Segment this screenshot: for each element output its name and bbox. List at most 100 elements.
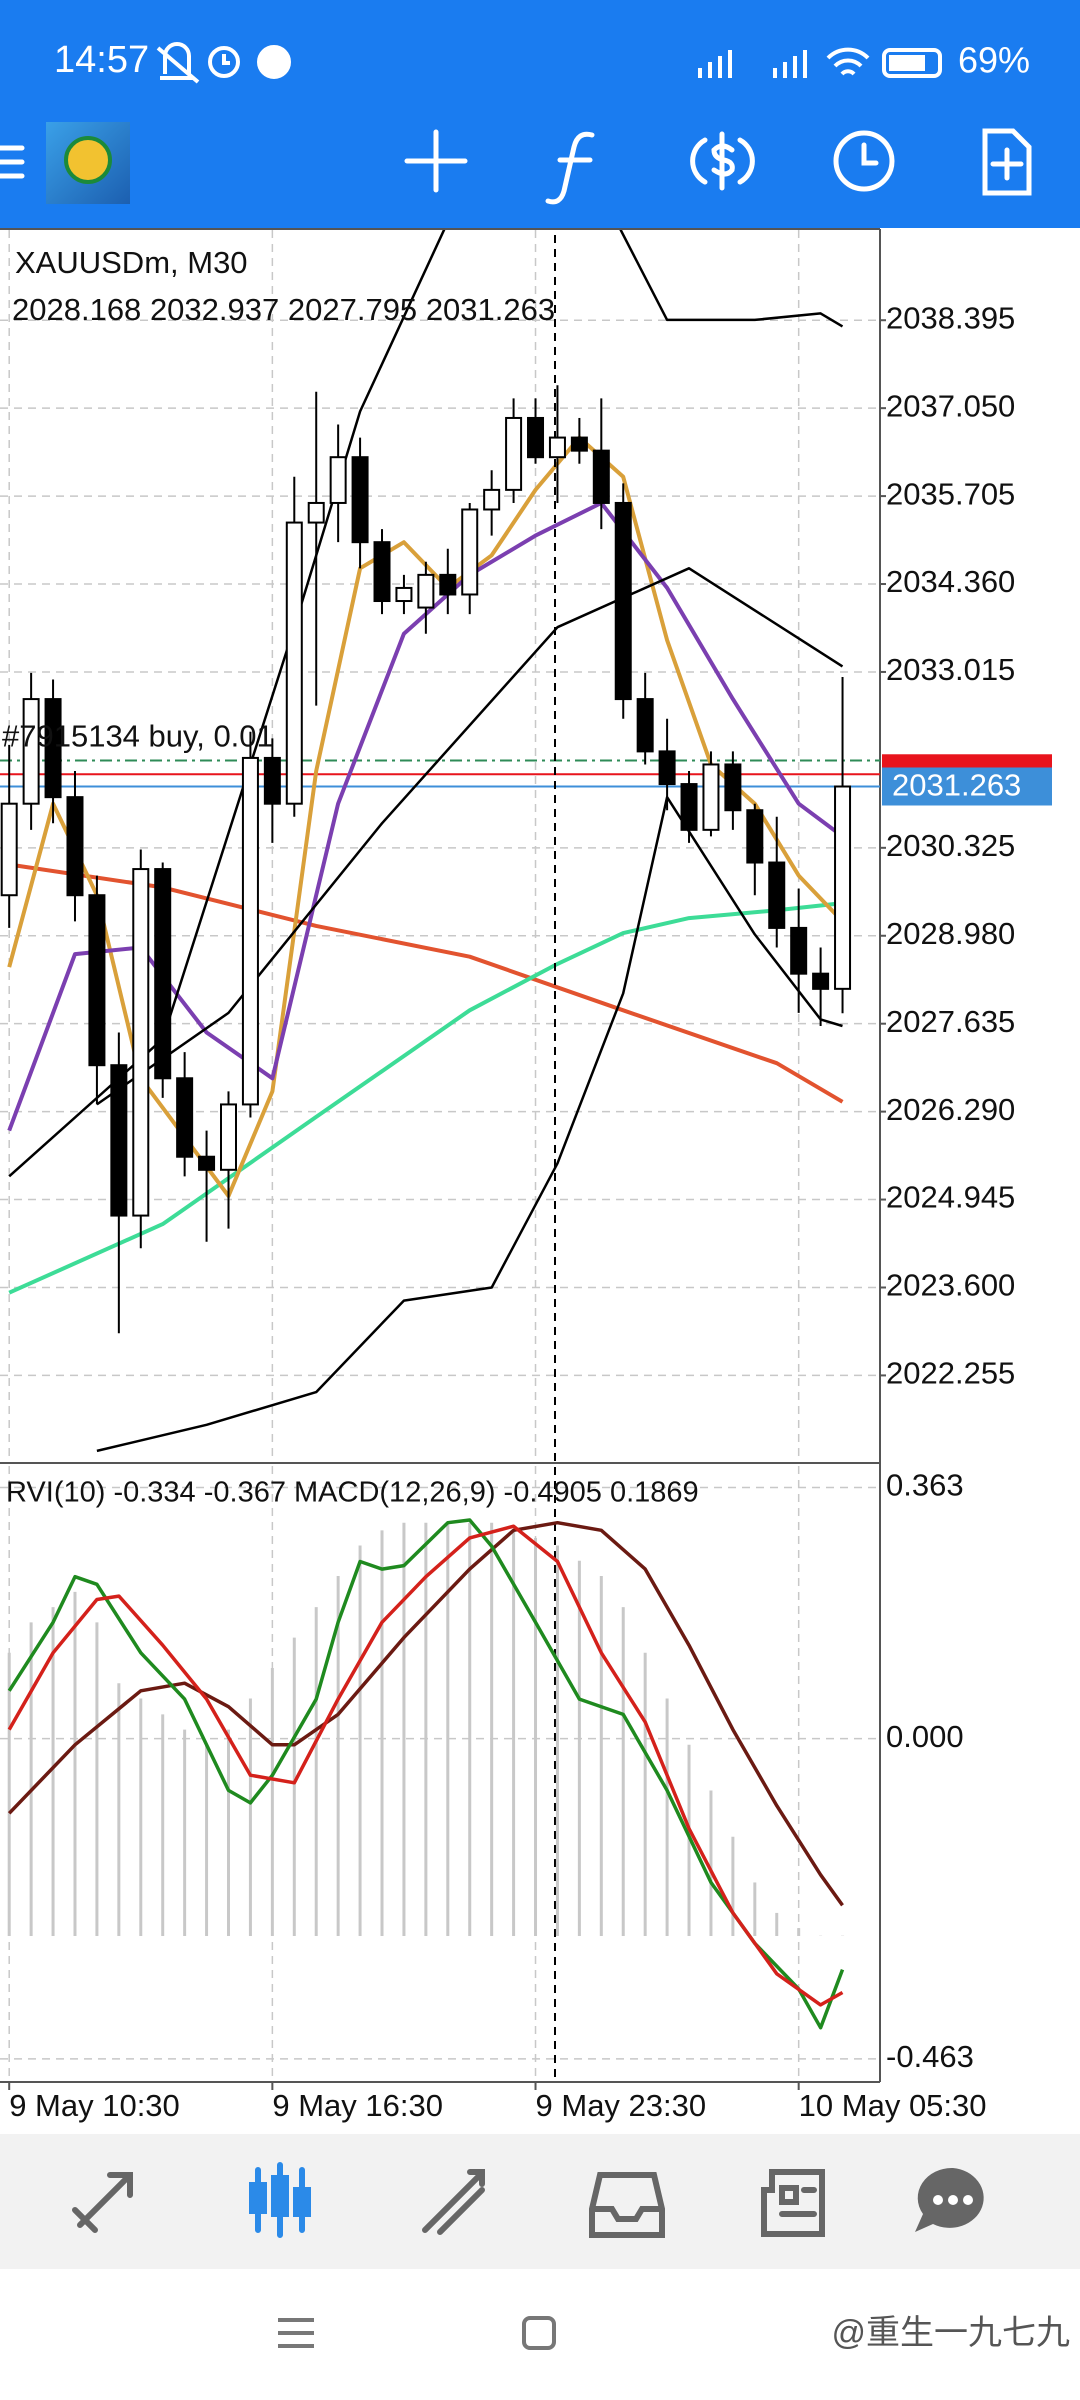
y-tick-label: 2030.325 xyxy=(886,828,1015,863)
candle-body xyxy=(263,756,281,805)
line-series xyxy=(7,1518,845,2030)
candle-body xyxy=(395,586,413,603)
y-tick-label: 2026.290 xyxy=(886,1092,1015,1127)
home-button[interactable] xyxy=(522,2316,556,2350)
bid-tag xyxy=(882,767,1052,806)
axes: 2038.395 2037.050 2035.705 2034.360 2033.015… xyxy=(2,300,1052,2123)
battery-level: 69% xyxy=(958,40,1030,81)
watermark: @重生一九七九 xyxy=(831,2314,1070,2352)
main-plot xyxy=(0,230,880,1453)
candle-body xyxy=(22,698,40,805)
news-tab[interactable] xyxy=(761,2169,825,2237)
candle-body xyxy=(570,436,588,452)
trade-button[interactable] xyxy=(690,131,755,191)
indicator-label: RVI(10) -0.334 -0.367 MACD(12,26,9) -0.4… xyxy=(6,1477,699,1509)
system-nav xyxy=(278,2316,556,2350)
candle-body xyxy=(548,436,566,459)
candle-body xyxy=(636,698,654,753)
bid-tag-label: 2031.263 xyxy=(892,768,1021,803)
ohlc-readout: 2028.168 2032.937 2027.795 2031.263 xyxy=(12,292,555,327)
candle-body xyxy=(154,868,172,1080)
candle-body xyxy=(44,698,62,799)
candle-body xyxy=(483,488,501,511)
line-series xyxy=(8,901,843,1295)
line-series xyxy=(7,501,844,1132)
toolbar xyxy=(0,122,1032,205)
messages-tab[interactable] xyxy=(915,2167,984,2232)
candle-body xyxy=(680,783,698,831)
y-tick-label: 2034.360 xyxy=(886,564,1015,599)
y-tick-label: 2038.395 xyxy=(886,300,1015,335)
x-tick-label: 9 May 10:30 xyxy=(9,2088,180,2123)
candle-body xyxy=(527,416,545,459)
y-tick-label: 2023.600 xyxy=(886,1268,1015,1303)
candle-body xyxy=(746,809,764,864)
candle-body xyxy=(790,926,808,975)
y-tick-label: 2037.050 xyxy=(886,388,1015,423)
indicator-plot xyxy=(7,1518,845,2030)
candle-body xyxy=(132,868,150,1217)
x-tick-label: 9 May 23:30 xyxy=(536,2088,707,2123)
candle-body xyxy=(285,521,303,805)
y-tick-label: 2027.635 xyxy=(886,1004,1015,1039)
candle-body xyxy=(198,1155,216,1171)
candle-body xyxy=(461,508,479,596)
bottom-nav xyxy=(0,2134,1080,2269)
y-tick-label: 2022.255 xyxy=(886,1356,1015,1391)
open-value: 2028.168 xyxy=(12,292,141,327)
candle-body xyxy=(768,861,786,929)
candle-body xyxy=(88,894,106,1067)
header-bar xyxy=(0,0,1080,228)
candle-body xyxy=(812,972,830,990)
y-tick-label: -0.463 xyxy=(886,2039,974,2074)
candle-body xyxy=(834,785,852,990)
candle-body xyxy=(220,1103,237,1171)
line-series xyxy=(96,795,843,1453)
indicators-button[interactable] xyxy=(545,131,595,205)
menu-button[interactable] xyxy=(0,145,25,179)
chart-tab[interactable] xyxy=(249,2162,311,2238)
candle-body xyxy=(702,763,720,831)
candle-body xyxy=(505,416,523,491)
y-tick-label: 0.363 xyxy=(886,1468,964,1503)
close-value: 2031.263 xyxy=(426,292,555,327)
candle-body xyxy=(307,501,325,524)
candle-body xyxy=(241,756,259,1106)
candle-body xyxy=(417,573,435,609)
status-time: 14:57 xyxy=(54,39,149,81)
x-tick-label: 10 May 05:30 xyxy=(799,2088,987,2123)
status-icons xyxy=(156,42,942,84)
high-value: 2032.937 xyxy=(150,292,279,327)
trade-tab[interactable] xyxy=(422,2169,485,2235)
candle-body xyxy=(373,541,391,603)
x-tick-label: 9 May 16:30 xyxy=(272,2088,443,2123)
candle-body xyxy=(439,573,457,596)
chart-title: XAUUSDm, M30 xyxy=(15,245,248,280)
new-order-button[interactable] xyxy=(982,128,1032,196)
candle-body xyxy=(614,501,632,701)
line-series xyxy=(96,567,844,1106)
quotes-tab[interactable] xyxy=(72,2172,133,2233)
period-button[interactable] xyxy=(833,130,895,192)
order-label: #7915134 buy, 0.01 xyxy=(2,719,274,754)
candle-body xyxy=(0,802,18,897)
candle-body xyxy=(329,456,347,504)
y-tick-label: 2024.945 xyxy=(886,1180,1015,1215)
y-tick-label: 2035.705 xyxy=(886,476,1015,511)
history-tab[interactable] xyxy=(589,2172,665,2238)
candle-body xyxy=(176,1077,194,1158)
recents-button[interactable] xyxy=(278,2318,314,2348)
candle-body xyxy=(66,796,84,897)
candle-body xyxy=(110,1064,128,1217)
y-tick-label: 2028.980 xyxy=(886,916,1015,951)
y-tick-label: 2033.015 xyxy=(886,652,1015,687)
candles xyxy=(0,385,852,1334)
crosshair-button[interactable] xyxy=(404,129,468,193)
candle-body xyxy=(724,763,742,812)
candle-body xyxy=(658,750,676,786)
candle-body xyxy=(592,449,610,504)
chart-frame xyxy=(0,228,881,2083)
